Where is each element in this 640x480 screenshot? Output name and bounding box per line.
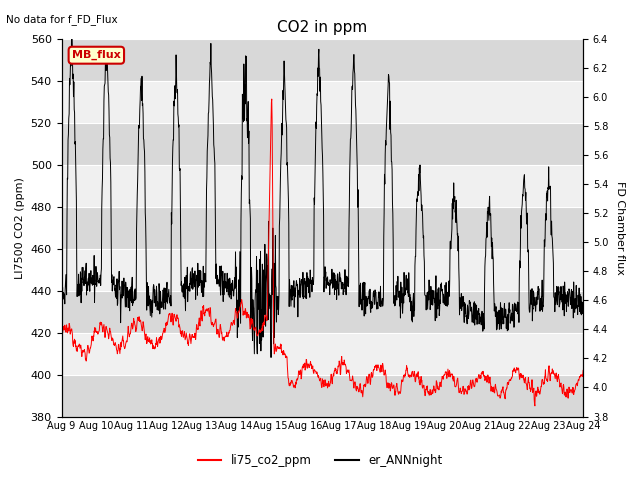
Bar [61,333,583,374]
Bar [61,123,583,165]
Bar [61,249,583,290]
Bar [61,81,583,123]
Bar [61,39,583,81]
Bar [61,165,583,207]
Bar [61,290,583,333]
Bar [61,207,583,249]
Text: No data for f_FD_Flux: No data for f_FD_Flux [6,14,118,25]
Y-axis label: LI7500 CO2 (ppm): LI7500 CO2 (ppm) [15,177,25,278]
Text: MB_flux: MB_flux [72,50,121,60]
Bar [61,374,583,417]
Y-axis label: FD Chamber flux: FD Chamber flux [615,180,625,275]
Legend: li75_co2_ppm, er_ANNnight: li75_co2_ppm, er_ANNnight [193,449,447,472]
Title: CO2 in ppm: CO2 in ppm [277,20,367,35]
